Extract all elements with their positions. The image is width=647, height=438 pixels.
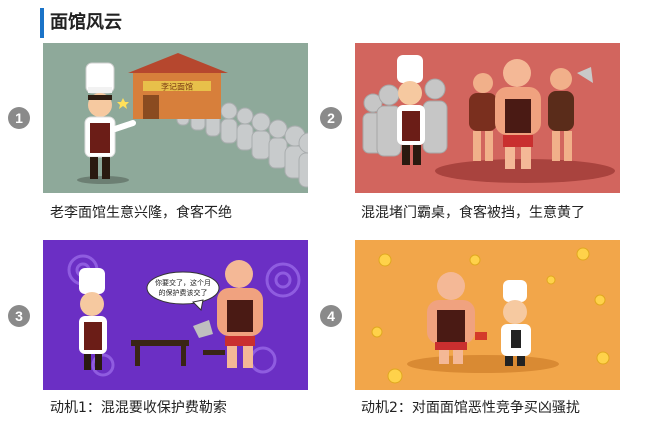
- panel-number-badge: 2: [320, 107, 342, 129]
- panel-number-badge: 1: [8, 107, 30, 129]
- panel-2-caption: 混混堵门霸桌，食客被挡，生意黄了: [361, 205, 585, 221]
- panel-4-caption: 动机2：对面面馆恶性竞争买凶骚扰: [361, 400, 580, 416]
- panel-number-badge: 3: [8, 305, 30, 327]
- thug-figure: [193, 260, 263, 368]
- panel-4-illustration: [355, 240, 620, 390]
- section-title-accent: [40, 8, 44, 38]
- shop-sign: 李记面馆: [161, 82, 193, 92]
- chef-figure: [77, 62, 136, 184]
- rival-chef-figure: [501, 280, 531, 366]
- panel-1-caption: 老李面馆生意兴隆，食客不绝: [50, 205, 232, 221]
- panel-1-illustration: 李记面馆: [43, 43, 308, 193]
- chef-figure: [79, 268, 107, 370]
- crowd-illustration: [362, 78, 448, 157]
- section-title: 面馆风云: [50, 12, 122, 33]
- thug-figure: [427, 272, 487, 364]
- panel-3-illustration: 你要交了，这个月 的保护费该交了: [43, 240, 308, 390]
- panel-number-badge: 4: [320, 305, 342, 327]
- panel-3-caption: 动机1：混混要收保护费勒索: [50, 400, 227, 416]
- svg-text:你要交了，这个月: 你要交了，这个月: [155, 278, 211, 287]
- speech-bubble: 你要交了，这个月 的保护费该交了: [146, 271, 220, 312]
- thug-figure: [469, 59, 593, 169]
- panel-2-illustration: [355, 43, 620, 193]
- chef-figure: [397, 55, 425, 165]
- svg-text:的保护费该交了: 的保护费该交了: [159, 288, 208, 297]
- money-icon: [371, 247, 610, 384]
- noodle-shop-icon: 李记面馆: [128, 53, 228, 119]
